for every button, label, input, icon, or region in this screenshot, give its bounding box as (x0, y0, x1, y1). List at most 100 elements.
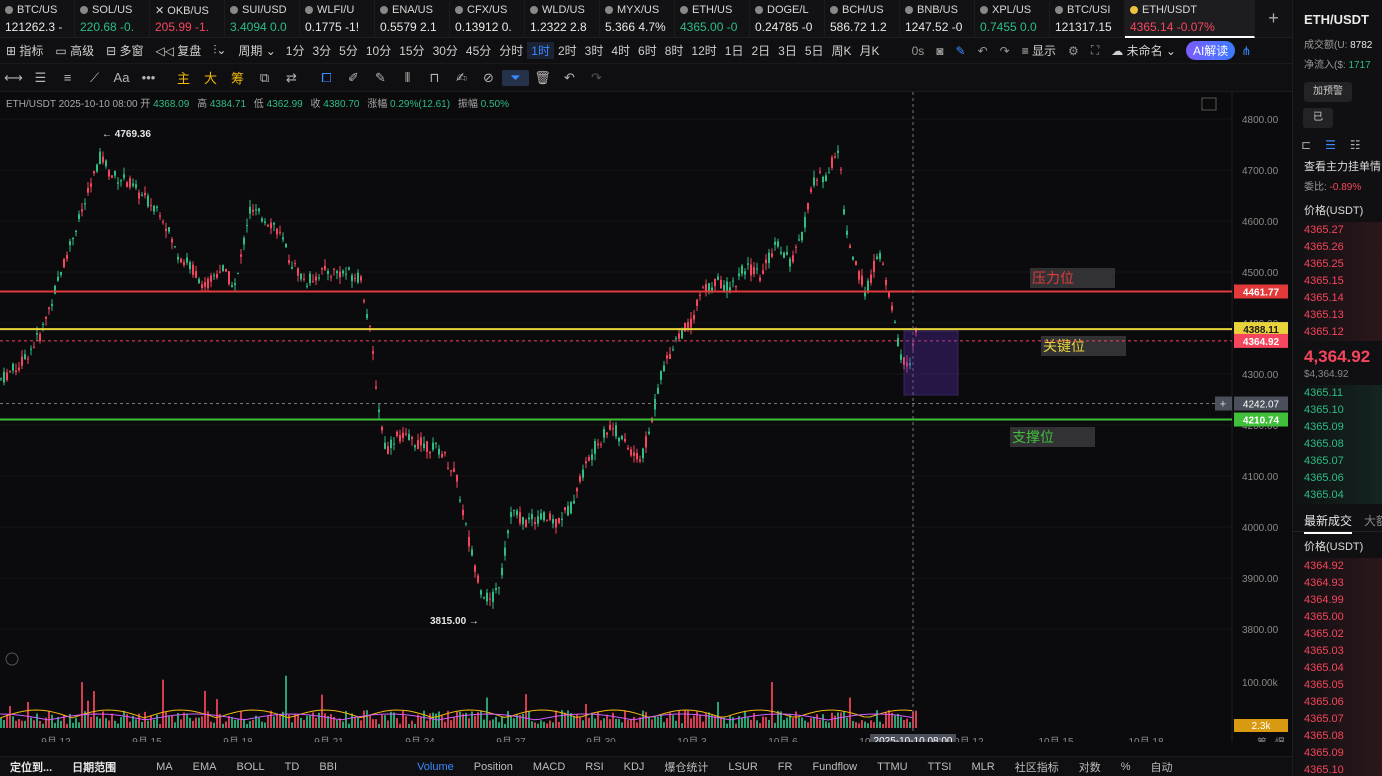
period-option[interactable]: 月K (859, 44, 880, 58)
bid-row[interactable]: 4365.06 (1293, 470, 1382, 487)
ticker-tab[interactable]: ✕ OKB/US 205.99 -1. (150, 0, 225, 38)
indicator-option[interactable]: Volume (417, 760, 454, 773)
undo-icon[interactable]: ↶ (977, 43, 988, 58)
period-option[interactable]: 4时 (611, 44, 631, 58)
ask-row[interactable]: 4365.14 (1293, 290, 1382, 307)
channel-icon[interactable]: ≡ (63, 70, 72, 85)
indicator-option[interactable]: EMA (192, 760, 217, 773)
indicators-button[interactable]: ⊞ 指标 (6, 44, 44, 58)
candlestick-chart[interactable]: 4800.004700.004600.004500.004400.004300.… (0, 92, 1292, 742)
indicator-option[interactable]: LSUR (728, 760, 758, 773)
indicator-option[interactable]: % (1120, 760, 1131, 773)
ticker-tab[interactable]: BNB/US 1247.52 -0 (900, 0, 975, 38)
pen-icon[interactable]: ✎ (955, 43, 966, 58)
indicator-option[interactable]: RSI (585, 760, 604, 773)
indicator-option[interactable]: MLR (971, 760, 995, 773)
magnet-icon[interactable]: ⊘ (483, 69, 494, 85)
indicator-option[interactable]: FR (777, 760, 793, 773)
period-option[interactable]: 1时 (527, 42, 554, 59)
bid-row[interactable]: 4365.09 (1293, 419, 1382, 436)
replay-button[interactable]: ◁◁ 复盘 (155, 44, 202, 58)
close-icon[interactable]: ✕ (155, 5, 165, 17)
ticker-tab[interactable]: MYX/US 5.366 4.7% (600, 0, 675, 38)
ticker-tab[interactable]: SUI/USD 3.4094 0.0 (225, 0, 300, 38)
trendline-icon[interactable]: ⟋ (89, 69, 100, 85)
ticker-tab[interactable]: ENA/US 0.5579 2.1 (375, 0, 450, 38)
trade-row[interactable]: 4365.05 (1293, 677, 1382, 694)
trade-row[interactable]: 4365.06 (1293, 694, 1382, 711)
indicator-option[interactable]: 爆仓统计 (664, 761, 709, 774)
period-option[interactable]: 6时 (638, 44, 657, 58)
gear-icon[interactable]: ⚙ (1068, 43, 1079, 58)
bid-row[interactable]: 4365.08 (1293, 436, 1382, 453)
large-trades-tab[interactable]: 大额 (1364, 514, 1382, 528)
chart-type-button[interactable]: ⫶⌄ (213, 43, 227, 57)
candles-icon[interactable]: ⫴ (404, 69, 411, 85)
period-option[interactable]: 3分 (312, 44, 332, 58)
period-option[interactable]: 分时 (499, 44, 524, 58)
trade-row[interactable]: 4365.02 (1293, 626, 1382, 643)
main-chart-toggle[interactable]: 主 (176, 71, 190, 86)
trade-row[interactable]: 4365.00 (1293, 609, 1382, 626)
indicator-option[interactable]: KDJ (623, 760, 645, 773)
goto-date-button[interactable]: 定位到... (10, 761, 53, 774)
indicator-option[interactable]: 对数 (1078, 761, 1101, 774)
alerts-button[interactable]: 已 (1303, 108, 1333, 128)
filter-icon[interactable]: ⏷ (502, 69, 529, 86)
period-option[interactable]: 10分 (365, 44, 392, 58)
period-option[interactable]: 30分 (432, 44, 458, 58)
trade-row[interactable]: 4364.99 (1293, 592, 1382, 609)
ticker-tab[interactable]: SOL/US 220.68 -0. (75, 0, 150, 38)
ask-row[interactable]: 4365.25 (1293, 256, 1382, 273)
share-icon[interactable]: ⋔ (1241, 43, 1252, 58)
bid-row[interactable]: 4365.11 (1293, 385, 1382, 402)
add-alert-button[interactable]: 加预警 (1304, 82, 1352, 102)
note-icon[interactable]: ✍ (456, 69, 467, 85)
indicator-option[interactable]: TD (284, 760, 300, 773)
ticker-tab[interactable]: WLD/US 1.2322 2.8 (525, 0, 600, 38)
period-option[interactable]: 1日 (724, 44, 744, 58)
lock-icon[interactable]: ⊓ (429, 69, 440, 85)
period-option[interactable]: 45分 (465, 44, 492, 58)
bid-row[interactable]: 4365.10 (1293, 402, 1382, 419)
indicator-option[interactable]: MA (156, 760, 173, 773)
multi-window-button[interactable]: ⊟ 多窗 (106, 44, 144, 58)
ask-row[interactable]: 4365.13 (1293, 307, 1382, 324)
trade-row[interactable]: 4365.04 (1293, 660, 1382, 677)
ticker-tab[interactable]: XPL/US 0.7455 0.0 (975, 0, 1050, 38)
ask-row[interactable]: 4365.27 (1293, 222, 1382, 239)
layout-dropdown[interactable]: ☁ 未命名 ⌄ (1111, 44, 1176, 58)
display-button[interactable]: ≡ 显示 (1021, 44, 1057, 58)
period-option[interactable]: 2时 (557, 44, 577, 58)
latest-trades-tab[interactable]: 最新成交 (1304, 514, 1353, 534)
ticker-tab[interactable]: ETH/US 4365.00 -0 (675, 0, 750, 38)
bid-row[interactable]: 4365.04 (1293, 487, 1382, 504)
orderbook-title[interactable]: 查看主力挂单情 (1304, 161, 1381, 173)
period-option[interactable]: 15分 (399, 44, 425, 58)
more-tools-icon[interactable]: ••• (141, 70, 156, 85)
indicator-option[interactable]: 社区指标 (1014, 761, 1059, 774)
parallel-lines-icon[interactable]: ☰ (34, 69, 47, 85)
indicator-option[interactable]: BOLL (236, 760, 265, 773)
fullscreen-icon[interactable]: ⛶ (1090, 43, 1100, 57)
indicator-option[interactable]: MACD (532, 760, 566, 773)
copy-icon[interactable]: ⧠ (321, 69, 332, 85)
view-asks-icon[interactable]: ☷ (1349, 138, 1361, 152)
bid-row[interactable]: 4365.07 (1293, 453, 1382, 470)
period-option[interactable]: 12时 (691, 44, 717, 58)
trash-icon[interactable]: 🗑 (534, 69, 551, 85)
redo-icon[interactable]: ↷ (999, 43, 1010, 58)
brush-icon[interactable]: ✎ (375, 69, 386, 85)
indicator-option[interactable]: TTMU (877, 760, 908, 773)
text-tool[interactable]: Aa (113, 70, 130, 85)
period-option[interactable]: 5分 (339, 44, 358, 58)
ticker-tab-active[interactable]: ETH/USDT 4365.14 -0.07% (1125, 0, 1255, 38)
trade-row[interactable]: 4365.07 (1293, 711, 1382, 728)
period-option[interactable]: 3时 (584, 44, 604, 58)
view-bids-icon[interactable]: ☰ (1325, 138, 1336, 152)
trade-row[interactable]: 4365.08 (1293, 728, 1382, 745)
period-dropdown[interactable]: 周期 ⌄ (238, 44, 276, 58)
advanced-button[interactable]: ▭ 高级 (55, 44, 95, 58)
chip-toggle[interactable]: 筹 (230, 71, 244, 86)
indicator-option[interactable]: TTSI (927, 760, 952, 773)
